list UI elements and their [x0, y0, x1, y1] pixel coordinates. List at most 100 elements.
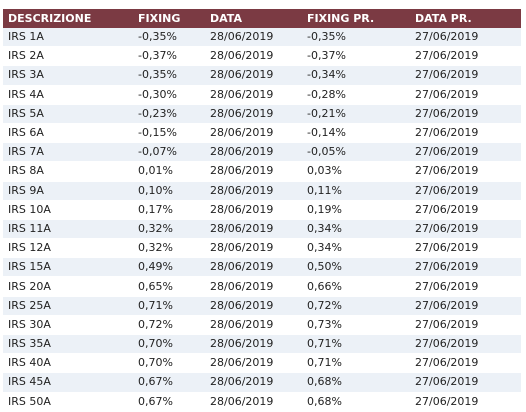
data-pr-cell: 27/06/2019	[410, 392, 521, 412]
descrizione-cell: IRS 11A	[3, 219, 133, 240]
column-header-descrizione[interactable]: DESCRIZIONE	[3, 9, 133, 28]
fixing-cell: -0,07%	[133, 142, 205, 163]
table-row: IRS 15A 0,49% 28/06/2019 0,50% 27/06/2019	[3, 257, 521, 278]
data-pr-cell: 27/06/2019	[410, 46, 521, 67]
column-header-fixing-pr[interactable]: FIXING PR.	[302, 9, 410, 28]
descrizione-cell: IRS 1A	[3, 28, 133, 48]
data-cell: 28/06/2019	[205, 315, 302, 336]
data-cell: 28/06/2019	[205, 372, 302, 393]
fixing-pr-cell: 0,50%	[302, 257, 410, 278]
fixing-cell: -0,35%	[133, 28, 205, 48]
fixing-pr-cell: -0,34%	[302, 65, 410, 86]
fixing-cell: 0,70%	[133, 334, 205, 355]
table-row: IRS 7A -0,07% 28/06/2019 -0,05% 27/06/2019	[3, 142, 521, 163]
data-cell: 28/06/2019	[205, 238, 302, 259]
table-row: IRS 10A 0,17% 28/06/2019 0,19% 27/06/2019	[3, 200, 521, 220]
descrizione-cell: IRS 50A	[3, 392, 133, 412]
fixing-pr-cell: 0,73%	[302, 315, 410, 336]
fixing-cell: -0,35%	[133, 65, 205, 86]
fixing-cell: 0,65%	[133, 276, 205, 297]
descrizione-cell: IRS 30A	[3, 315, 133, 336]
data-pr-cell: 27/06/2019	[410, 85, 521, 105]
data-pr-cell: 27/06/2019	[410, 161, 521, 182]
table-header: DESCRIZIONE FIXING DATA FIXING PR. DATA …	[3, 9, 521, 28]
irs-fixing-table-container: DESCRIZIONE FIXING DATA FIXING PR. DATA …	[3, 9, 521, 412]
table-row: IRS 3A -0,35% 28/06/2019 -0,34% 27/06/2019	[3, 65, 521, 86]
fixing-pr-cell: 0,19%	[302, 200, 410, 220]
descrizione-cell: IRS 40A	[3, 353, 133, 374]
fixing-pr-cell: 0,71%	[302, 334, 410, 355]
data-pr-cell: 27/06/2019	[410, 142, 521, 163]
column-header-fixing[interactable]: FIXING	[133, 9, 205, 28]
data-cell: 28/06/2019	[205, 28, 302, 48]
table-header-row: DESCRIZIONE FIXING DATA FIXING PR. DATA …	[3, 9, 521, 28]
fixing-pr-cell: 0,71%	[302, 353, 410, 374]
descrizione-cell: IRS 15A	[3, 257, 133, 278]
data-pr-cell: 27/06/2019	[410, 238, 521, 259]
data-cell: 28/06/2019	[205, 296, 302, 316]
table-row: IRS 35A 0,70% 28/06/2019 0,71% 27/06/2019	[3, 334, 521, 355]
data-pr-cell: 27/06/2019	[410, 296, 521, 316]
fixing-cell: 0,17%	[133, 200, 205, 220]
descrizione-cell: IRS 10A	[3, 200, 133, 220]
data-cell: 28/06/2019	[205, 104, 302, 124]
table-row: IRS 45A 0,67% 28/06/2019 0,68% 27/06/2019	[3, 372, 521, 393]
descrizione-cell: IRS 4A	[3, 85, 133, 105]
descrizione-cell: IRS 45A	[3, 372, 133, 393]
data-pr-cell: 27/06/2019	[410, 353, 521, 374]
data-pr-cell: 27/06/2019	[410, 123, 521, 144]
table-row: IRS 4A -0,30% 28/06/2019 -0,28% 27/06/2019	[3, 85, 521, 105]
data-pr-cell: 27/06/2019	[410, 181, 521, 201]
descrizione-cell: IRS 8A	[3, 161, 133, 182]
descrizione-cell: IRS 9A	[3, 181, 133, 201]
table-row: IRS 2A -0,37% 28/06/2019 -0,37% 27/06/2019	[3, 46, 521, 67]
table-row: IRS 20A 0,65% 28/06/2019 0,66% 27/06/2019	[3, 276, 521, 297]
table-row: IRS 1A -0,35% 28/06/2019 -0,35% 27/06/2019	[3, 28, 521, 48]
data-pr-cell: 27/06/2019	[410, 334, 521, 355]
fixing-cell: -0,23%	[133, 104, 205, 124]
data-pr-cell: 27/06/2019	[410, 104, 521, 124]
data-cell: 28/06/2019	[205, 200, 302, 220]
fixing-cell: 0,32%	[133, 238, 205, 259]
data-cell: 28/06/2019	[205, 353, 302, 374]
fixing-pr-cell: -0,28%	[302, 85, 410, 105]
table-row: IRS 6A -0,15% 28/06/2019 -0,14% 27/06/2019	[3, 123, 521, 144]
fixing-pr-cell: 0,34%	[302, 238, 410, 259]
fixing-cell: -0,15%	[133, 123, 205, 144]
fixing-cell: 0,72%	[133, 315, 205, 336]
fixing-cell: -0,30%	[133, 85, 205, 105]
table-row: IRS 12A 0,32% 28/06/2019 0,34% 27/06/2019	[3, 238, 521, 259]
fixing-pr-cell: -0,37%	[302, 46, 410, 67]
data-pr-cell: 27/06/2019	[410, 219, 521, 240]
data-cell: 28/06/2019	[205, 392, 302, 412]
fixing-cell: 0,32%	[133, 219, 205, 240]
descrizione-cell: IRS 7A	[3, 142, 133, 163]
column-header-data[interactable]: DATA	[205, 9, 302, 28]
column-header-data-pr[interactable]: DATA PR.	[410, 9, 521, 28]
fixing-cell: 0,67%	[133, 372, 205, 393]
fixing-pr-cell: 0,66%	[302, 276, 410, 297]
data-cell: 28/06/2019	[205, 161, 302, 182]
table-body: IRS 1A -0,35% 28/06/2019 -0,35% 27/06/2019 IR…	[3, 28, 521, 412]
fixing-pr-cell: -0,35%	[302, 28, 410, 48]
data-cell: 28/06/2019	[205, 142, 302, 163]
fixing-cell: 0,49%	[133, 257, 205, 278]
table-row: IRS 30A 0,72% 28/06/2019 0,73% 27/06/2019	[3, 315, 521, 336]
data-cell: 28/06/2019	[205, 334, 302, 355]
data-cell: 28/06/2019	[205, 46, 302, 67]
data-cell: 28/06/2019	[205, 123, 302, 144]
fixing-cell: 0,67%	[133, 392, 205, 412]
data-pr-cell: 27/06/2019	[410, 315, 521, 336]
data-cell: 28/06/2019	[205, 181, 302, 201]
data-pr-cell: 27/06/2019	[410, 276, 521, 297]
fixing-cell: 0,01%	[133, 161, 205, 182]
descrizione-cell: IRS 35A	[3, 334, 133, 355]
fixing-cell: 0,71%	[133, 296, 205, 316]
data-cell: 28/06/2019	[205, 65, 302, 86]
descrizione-cell: IRS 6A	[3, 123, 133, 144]
fixing-pr-cell: 0,03%	[302, 161, 410, 182]
fixing-pr-cell: -0,05%	[302, 142, 410, 163]
fixing-pr-cell: 0,68%	[302, 372, 410, 393]
descrizione-cell: IRS 20A	[3, 276, 133, 297]
fixing-pr-cell: 0,34%	[302, 219, 410, 240]
